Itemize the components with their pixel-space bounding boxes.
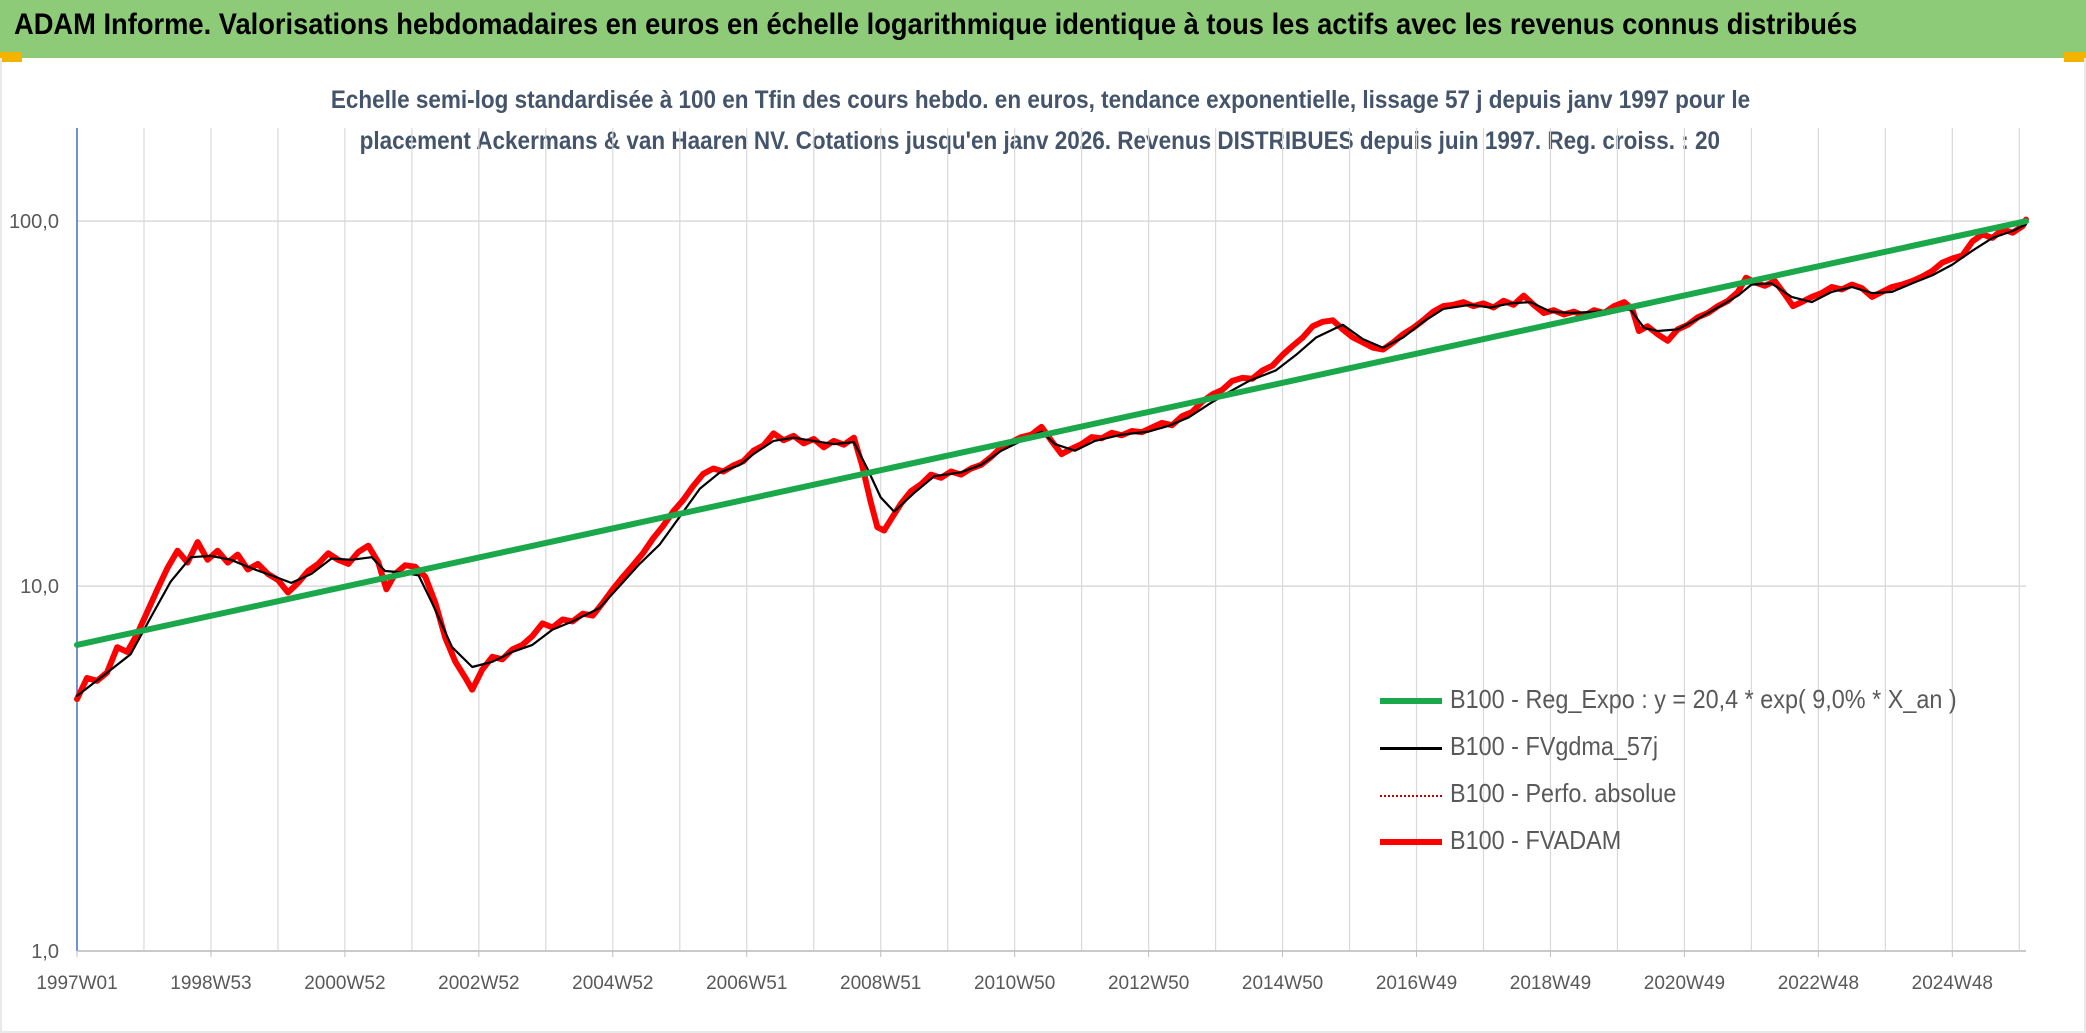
series-line-3 <box>74 216 2029 703</box>
corner-accent-right <box>2064 52 2086 62</box>
legend-label-fvgdma: B100 - FVgdma_57j <box>1450 731 1659 761</box>
grid <box>76 128 2026 952</box>
corner-accent-left <box>0 52 22 62</box>
legend-swatch-perfo <box>1380 795 1442 797</box>
y-tick-label: 10,0 <box>20 576 59 598</box>
chart-area <box>0 58 2086 1033</box>
axes <box>76 128 2026 957</box>
legend-swatch-reg-expo <box>1380 698 1442 704</box>
series-lines <box>74 216 2029 703</box>
y-tick-label: 100,0 <box>9 211 59 233</box>
chart-title-line-2-text: placement Ackermans & van Haaren NV. Cot… <box>359 127 1721 155</box>
series-line-0 <box>74 218 2029 648</box>
x-tick-label: 1998W53 <box>170 973 251 994</box>
legend-label-fvadam: B100 - FVADAM <box>1450 825 1622 855</box>
x-tick-label: 2016W49 <box>1376 973 1457 994</box>
legend-swatch-fvgdma <box>1380 747 1442 750</box>
legend-label-reg-expo: B100 - Reg_Expo : y = 20,4 * exp( 9,0% *… <box>1450 684 1957 714</box>
legend-label-perfo: B100 - Perfo. absolue <box>1450 778 1677 808</box>
legend-swatch-fvadam <box>1380 839 1442 845</box>
x-tick-label: 2024W48 <box>1912 973 1993 994</box>
x-tick-label: 2010W50 <box>974 973 1055 994</box>
x-tick-label: 1997W01 <box>36 973 117 994</box>
report-banner: ADAM Informe. Valorisations hebdomadaire… <box>0 0 2086 58</box>
report-title: ADAM Informe. Valorisations hebdomadaire… <box>14 8 1858 41</box>
x-tick-label: 2006W51 <box>706 973 787 994</box>
x-tick-label: 2000W52 <box>304 973 385 994</box>
x-tick-label: 2004W52 <box>572 973 653 994</box>
x-tick-label: 2014W50 <box>1242 973 1323 994</box>
tick-labels: 1,0 10,0 100,0 1997W01 1998W53 2000W52 2002W52… <box>9 211 1993 994</box>
y-tick-label: 1,0 <box>31 941 59 963</box>
chart-title-line-2: placement Ackermans & van Haaren NV. Cot… <box>100 127 1980 156</box>
x-tick-label: 2008W51 <box>840 973 921 994</box>
x-tick-label: 2022W48 <box>1778 973 1859 994</box>
x-tick-label: 2020W49 <box>1644 973 1725 994</box>
chart-title-line-1: Echelle semi-log standardisée à 100 en T… <box>100 86 1980 115</box>
chart-title-line-1-text: Echelle semi-log standardisée à 100 en T… <box>330 86 1750 114</box>
x-tick-label: 2018W49 <box>1510 973 1591 994</box>
x-tick-label: 2012W50 <box>1108 973 1189 994</box>
x-tick-label: 2002W52 <box>438 973 519 994</box>
